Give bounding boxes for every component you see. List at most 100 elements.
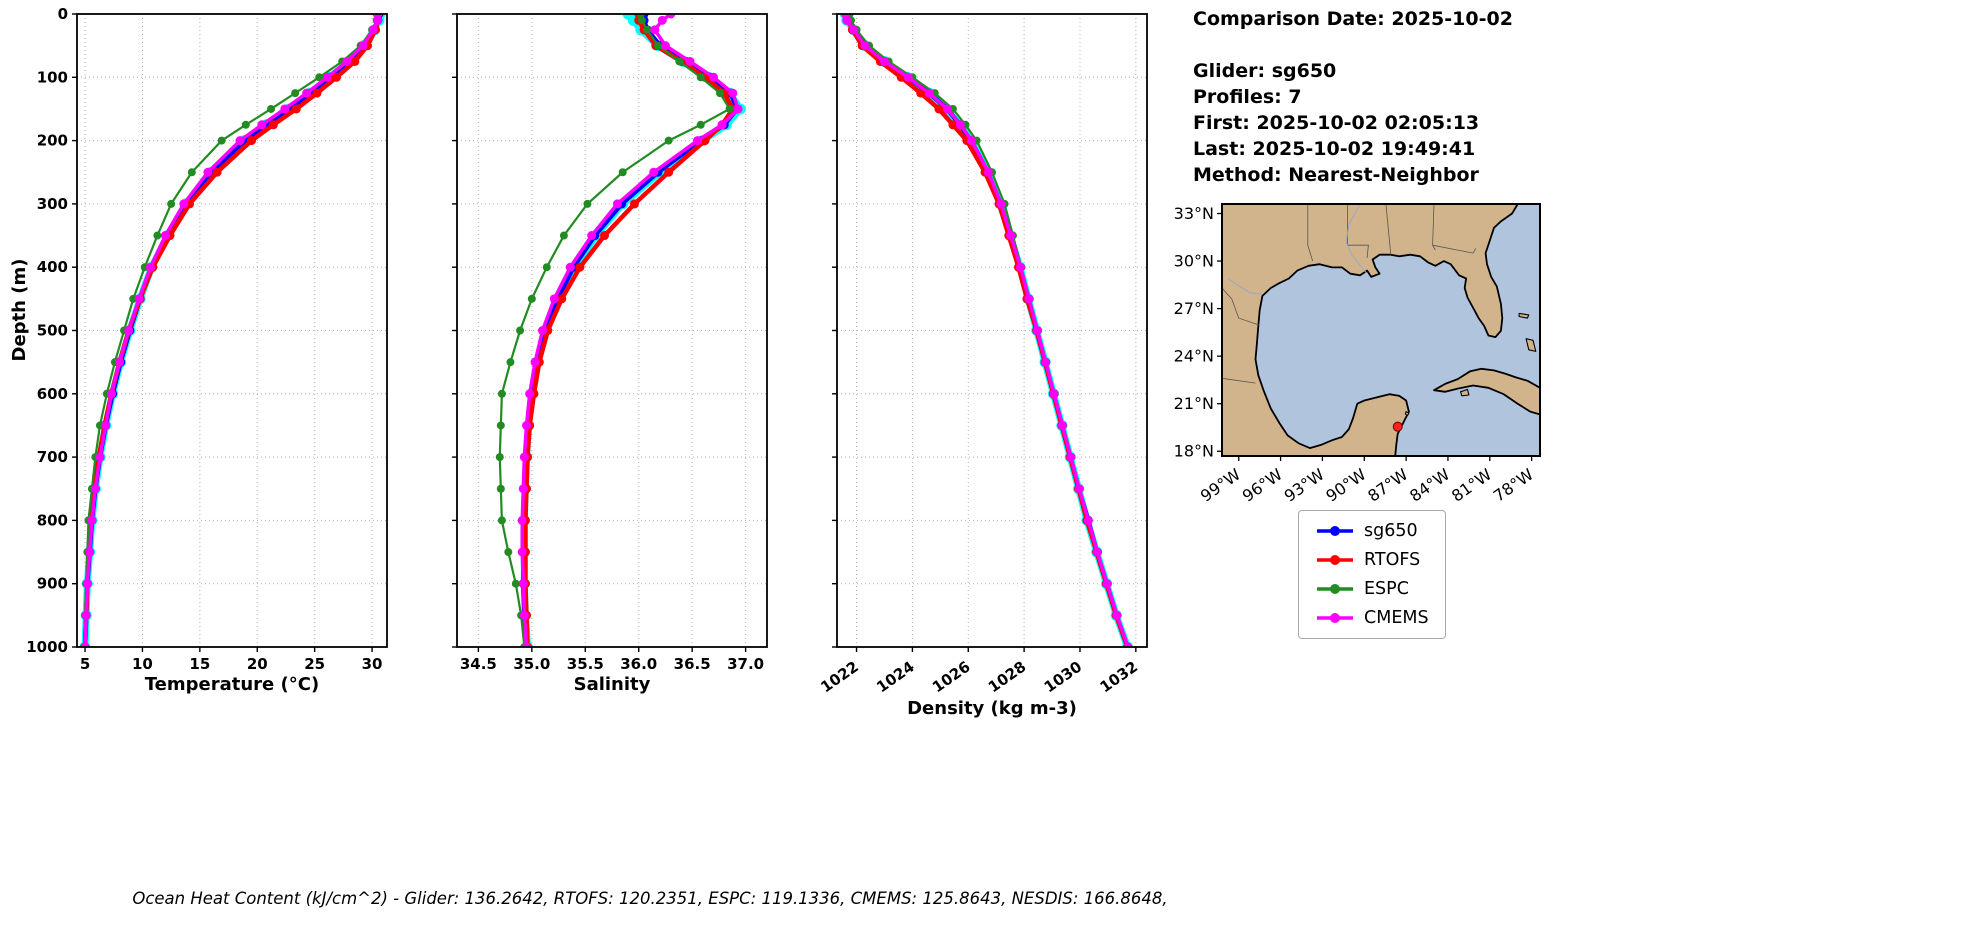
data-marker	[497, 516, 506, 525]
data-marker	[967, 136, 977, 146]
data-marker	[629, 199, 639, 209]
y-tick-label: 700	[37, 448, 68, 466]
x-tick-label: 1028	[985, 658, 1030, 697]
gulf-of-mexico-map: 33°N 30°N 27°N 24°N 21°N 18°N 99°W96°W93°W90°W…	[1174, 203, 1541, 506]
legend-item-RTOFS: RTOFS	[1315, 550, 1429, 570]
lon-tick-label: 93°W	[1281, 465, 1328, 506]
island-polygon	[1459, 388, 1470, 397]
first-profile-time: First: 2025-10-02 02:05:13	[1193, 112, 1480, 134]
data-marker	[600, 231, 610, 241]
data-marker	[124, 326, 134, 335]
y-tick-label: 200	[37, 132, 68, 150]
x-tick-label: 25	[304, 655, 325, 673]
data-marker	[331, 72, 341, 82]
data-marker	[657, 15, 667, 25]
island-polygon	[1404, 411, 1410, 417]
data-marker	[725, 104, 734, 113]
data-marker	[81, 610, 91, 620]
lon-tick-label: 78°W	[1490, 465, 1537, 506]
lon-tick-label: 96°W	[1239, 465, 1286, 506]
data-marker	[517, 547, 527, 557]
lat-tick-label: 33°N	[1174, 204, 1214, 223]
data-marker	[643, 25, 652, 34]
data-marker	[685, 56, 695, 66]
lon-tick-label: 87°W	[1364, 465, 1411, 506]
data-marker	[518, 484, 528, 494]
legend-label: CMEMS	[1364, 608, 1429, 628]
data-marker	[518, 579, 528, 589]
legend-marker-icon	[1317, 526, 1353, 536]
glider-name: Glider: sg650	[1193, 60, 1337, 82]
state-border	[1432, 244, 1477, 254]
y-tick-label: 500	[37, 322, 68, 340]
lat-tick-label: 21°N	[1174, 394, 1214, 413]
data-marker	[312, 88, 322, 98]
x-tick-label: 35.5	[567, 655, 604, 673]
state-border	[1432, 204, 1436, 251]
data-marker	[497, 389, 506, 398]
y-tick-label: 100	[37, 68, 68, 86]
data-marker	[368, 25, 378, 35]
data-marker	[717, 120, 727, 130]
data-marker	[315, 73, 324, 82]
data-marker	[519, 452, 529, 462]
lon-tick-label: 90°W	[1322, 465, 1369, 506]
data-marker	[1066, 452, 1076, 462]
density-axis-label: Density (kg m-3)	[907, 698, 1077, 719]
data-marker	[90, 484, 100, 494]
data-marker	[538, 326, 548, 335]
salinity-plot: 34.5 35.0 35.5 36.0 36.5 37.0	[452, 13, 768, 673]
data-marker	[709, 72, 719, 82]
data-marker	[1102, 579, 1112, 589]
x-tick-label: 35.0	[513, 655, 550, 673]
data-marker	[557, 294, 567, 304]
legend-item-ESPC: ESPC	[1315, 579, 1429, 599]
data-marker	[1015, 262, 1025, 272]
data-marker	[247, 136, 257, 146]
data-marker	[153, 231, 162, 240]
data-marker	[842, 15, 852, 25]
profiles-count: Profiles: 7	[1193, 86, 1302, 108]
state-border	[1307, 204, 1314, 262]
data-marker	[675, 57, 684, 66]
legend-label: RTOFS	[1364, 550, 1421, 570]
temperature-axis-label: Temperature (°C)	[144, 674, 320, 695]
data-marker	[291, 104, 301, 114]
data-marker	[650, 25, 660, 35]
y-tick-label: 0	[58, 5, 68, 23]
data-marker	[715, 89, 724, 98]
data-marker	[1006, 231, 1016, 241]
lat-tick-label: 24°N	[1174, 347, 1214, 366]
data-marker	[212, 167, 222, 177]
lon-tick-label: 81°W	[1448, 465, 1495, 506]
data-marker	[268, 120, 278, 130]
data-marker	[519, 610, 529, 620]
data-marker	[924, 88, 934, 98]
x-tick-label: 5	[80, 655, 90, 673]
data-marker	[241, 120, 250, 129]
data-marker	[511, 579, 520, 588]
data-marker	[530, 357, 540, 367]
x-tick-label: 10	[132, 655, 153, 673]
series-glider-raw	[518, 14, 746, 647]
data-marker	[1024, 294, 1034, 304]
data-marker	[257, 120, 267, 130]
series-ESPC	[845, 14, 1132, 647]
data-marker	[916, 88, 926, 98]
x-tick-label: 30	[362, 655, 383, 673]
last-profile-time: Last: 2025-10-02 19:49:41	[1193, 138, 1476, 160]
data-marker	[664, 167, 674, 177]
density-plot: 1022 1024 1026 1028 1030 1032	[817, 13, 1148, 697]
data-marker	[1049, 389, 1059, 399]
data-marker	[291, 89, 300, 98]
data-marker	[664, 136, 673, 145]
data-marker	[235, 136, 245, 146]
data-marker	[1092, 547, 1102, 557]
data-marker	[373, 15, 383, 25]
data-marker	[948, 120, 958, 130]
data-marker	[649, 167, 659, 177]
salinity-axis-label: Salinity	[573, 674, 651, 695]
data-marker	[134, 294, 144, 304]
legend-item-CMEMS: CMEMS	[1315, 608, 1429, 628]
